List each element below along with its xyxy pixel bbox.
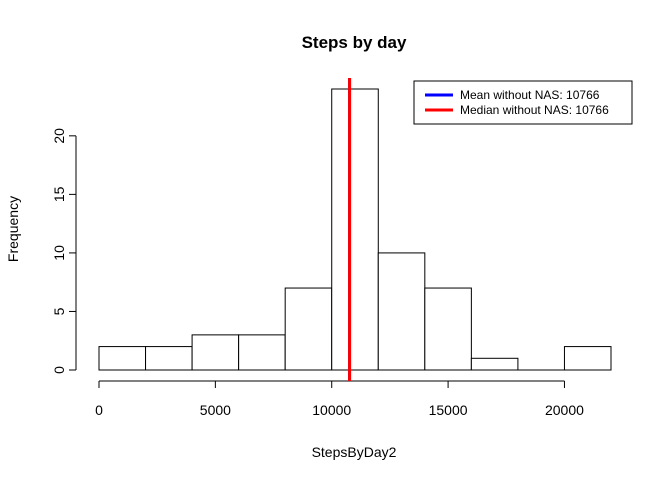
histogram-bar	[424, 287, 472, 371]
histogram-bar	[191, 334, 240, 371]
x-axis: 0 5000 10000 15000 20000	[95, 380, 584, 418]
legend-box	[413, 80, 633, 125]
histogram-bar	[563, 346, 612, 371]
y-tick-label: 5	[51, 307, 67, 315]
x-tick-label: 15000	[429, 402, 468, 418]
x-tick-label: 5000	[200, 402, 231, 418]
legend-label: Mean without NAS: 10766	[460, 88, 600, 102]
y-tick-label: 0	[51, 366, 67, 374]
histogram-bar	[238, 334, 286, 371]
histogram-bars	[98, 88, 612, 371]
chart-title: Steps by day	[302, 33, 407, 52]
y-tick-label: 10	[51, 245, 67, 261]
histogram-bar	[470, 357, 519, 371]
x-tick-label: 0	[95, 402, 103, 418]
x-tick-label: 20000	[545, 402, 584, 418]
histogram-bar	[331, 88, 379, 371]
y-axis: 0 5 10 15 20	[51, 128, 77, 374]
legend-label: Median without NAS: 10766	[460, 103, 609, 117]
histogram-bar	[284, 287, 333, 371]
histogram-bar	[98, 346, 147, 371]
histogram-bar	[145, 346, 193, 371]
x-axis-label: StepsByDay2	[312, 444, 397, 460]
y-tick-label: 15	[51, 186, 67, 202]
y-tick-label: 20	[51, 128, 67, 144]
histogram-bar	[377, 252, 426, 371]
x-tick-label: 10000	[312, 402, 351, 418]
y-axis-label: Frequency	[5, 196, 21, 262]
